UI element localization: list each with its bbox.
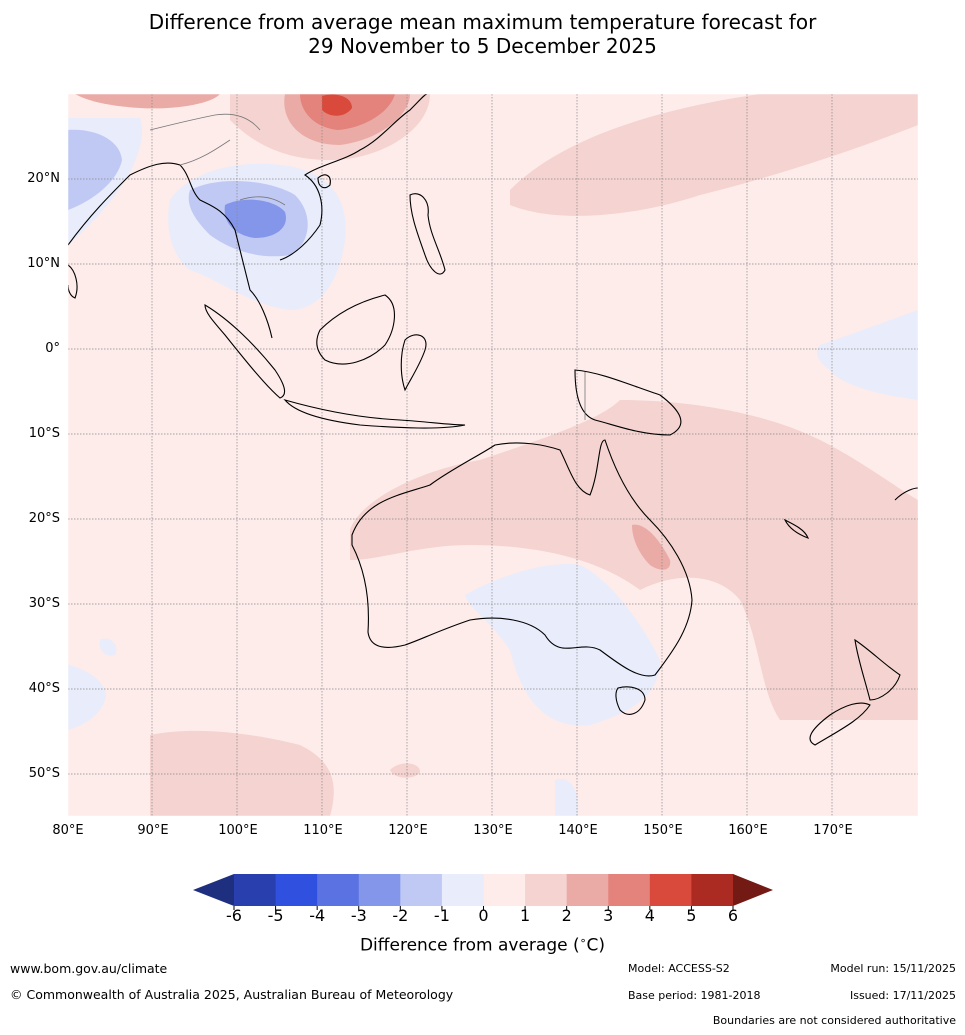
title-line-1: Difference from average mean maximum tem… [148, 10, 817, 34]
fiji-coast [894, 487, 918, 501]
anomaly-neg3-to-neg2-thailand [224, 199, 286, 238]
colorbar-cell [691, 874, 734, 906]
colorbar-cell [400, 874, 443, 906]
issued-text: Issued: 17/11/2025 [849, 989, 956, 1002]
anomaly-neg1-to-0-southern-australia [465, 564, 660, 726]
model-run-text: Model run: 15/11/2025 [830, 962, 956, 975]
new-caledonia-coast [783, 518, 809, 539]
lon-label-130e: 130°E [473, 823, 513, 838]
colorbar-tick-label: 2 [561, 906, 572, 925]
colorbar-cell [441, 874, 484, 906]
lat-label-equator: 0° [45, 341, 60, 356]
country-borders [149, 113, 586, 420]
base-period-text: Base period: 1981-2018 [628, 989, 761, 1002]
australia-coast [351, 439, 693, 677]
anomaly-2-to-3-queensland [632, 524, 671, 570]
lat-label-50s: 50°S [28, 766, 60, 781]
anomaly-neg1-to-0-pacific [817, 310, 918, 400]
colorbar-cell [649, 874, 692, 906]
colorbar-cell [317, 874, 360, 906]
colorbar-cell [234, 874, 277, 906]
colorbar-tick-label: -5 [267, 906, 284, 925]
borneo-coast [316, 294, 395, 365]
colorbar [193, 874, 773, 910]
anomaly-neg2-to-neg1-india [68, 129, 122, 210]
java-coast [283, 398, 466, 429]
graticule [68, 94, 918, 816]
lat-label-20s: 20°S [28, 511, 60, 526]
lon-label-90e: 90°E [137, 823, 169, 838]
colorbar-label: Difference from average (∘C) [0, 934, 965, 956]
lon-label-170e: 170°E [813, 823, 853, 838]
colorbar-above-6-arrow [733, 874, 773, 906]
lat-label-10s: 10°S [28, 426, 60, 441]
lat-label-30s: 30°S [28, 596, 60, 611]
sumatra-coast [204, 304, 286, 399]
colorbar-label-text: Difference from average ( [359, 935, 580, 956]
colorbar-cell [608, 874, 651, 906]
tasmania-coast [615, 686, 646, 715]
colorbar-cell [566, 874, 609, 906]
website-link[interactable]: www.bom.gov.au/climate [10, 961, 168, 976]
lon-label-140e: 140°E [558, 823, 598, 838]
colorbar-label-degree: ∘ [579, 934, 587, 947]
anomaly-1-to-2-patch [390, 763, 420, 778]
lon-label-150e: 150°E [643, 823, 683, 838]
lon-label-120e: 120°E [388, 823, 428, 838]
colorbar-cells [234, 874, 734, 906]
lon-label-100e: 100°E [218, 823, 258, 838]
colorbar-below-minus-6-arrow [193, 874, 234, 906]
colorbar-tick-label: -2 [392, 906, 409, 925]
colorbar-tick-label: 3 [603, 906, 614, 925]
lon-label-110e: 110°E [303, 823, 343, 838]
lon-label-160e: 160°E [728, 823, 768, 838]
chart-title: Difference from average mean maximum tem… [0, 10, 965, 58]
new-guinea-coast [574, 369, 682, 436]
title-line-2: 29 November to 5 December 2025 [308, 34, 657, 58]
sri-lanka-coast [68, 264, 78, 299]
philippines-coast [409, 193, 446, 275]
model-text: Model: ACCESS-S2 [628, 962, 730, 975]
colorbar-tick-label: -3 [350, 906, 367, 925]
colorbar-cell [525, 874, 568, 906]
colorbar-cell [358, 874, 401, 906]
colorbar-tick-label: 0 [478, 906, 489, 925]
colorbar-tick-marks [233, 906, 734, 910]
colorbar-tick-label: -1 [433, 906, 450, 925]
new-zealand-coast [809, 638, 901, 746]
anomaly-1-to-2-nw-pacific [510, 94, 918, 216]
lon-label-80e: 80°E [52, 823, 84, 838]
colorbar-cell [483, 874, 526, 906]
colorbar-tick-label: 4 [644, 906, 655, 925]
colorbar-label-unit: C) [586, 935, 606, 956]
map-frame [67, 93, 919, 817]
colorbar-tick-label: 1 [520, 906, 531, 925]
sulawesi-coast [400, 334, 427, 392]
colorbar-tick-label: -4 [309, 906, 326, 925]
anomaly-neg1-to-0-patch [99, 638, 117, 656]
asia-mainland-coast [68, 94, 428, 339]
colorbar-tick-label: 6 [727, 906, 739, 925]
coastlines [68, 94, 918, 746]
anomaly-neg1-to-0-sw [68, 665, 106, 730]
anomaly-4-to-5 [322, 94, 352, 116]
hainan-coast [317, 174, 331, 189]
lat-label-40s: 40°S [28, 681, 60, 696]
anomaly-1-to-2-australia-pacific [350, 400, 918, 720]
copyright-text: © Commonwealth of Australia 2025, Austra… [10, 987, 454, 1002]
lat-label-10n: 10°N [27, 256, 60, 271]
disclaimer-text: Boundaries are not considered authoritat… [712, 1014, 956, 1027]
colorbar-cell [275, 874, 318, 906]
anomaly-neg1-to-0-south [555, 779, 579, 816]
anomaly-2-to-3-north [75, 94, 220, 109]
colorbar-tick-label: -6 [226, 906, 242, 925]
colorbar-tick-label: 5 [686, 906, 697, 925]
lat-label-20n: 20°N [27, 171, 60, 186]
anomaly-1-to-2-southern-ocean [150, 730, 334, 816]
